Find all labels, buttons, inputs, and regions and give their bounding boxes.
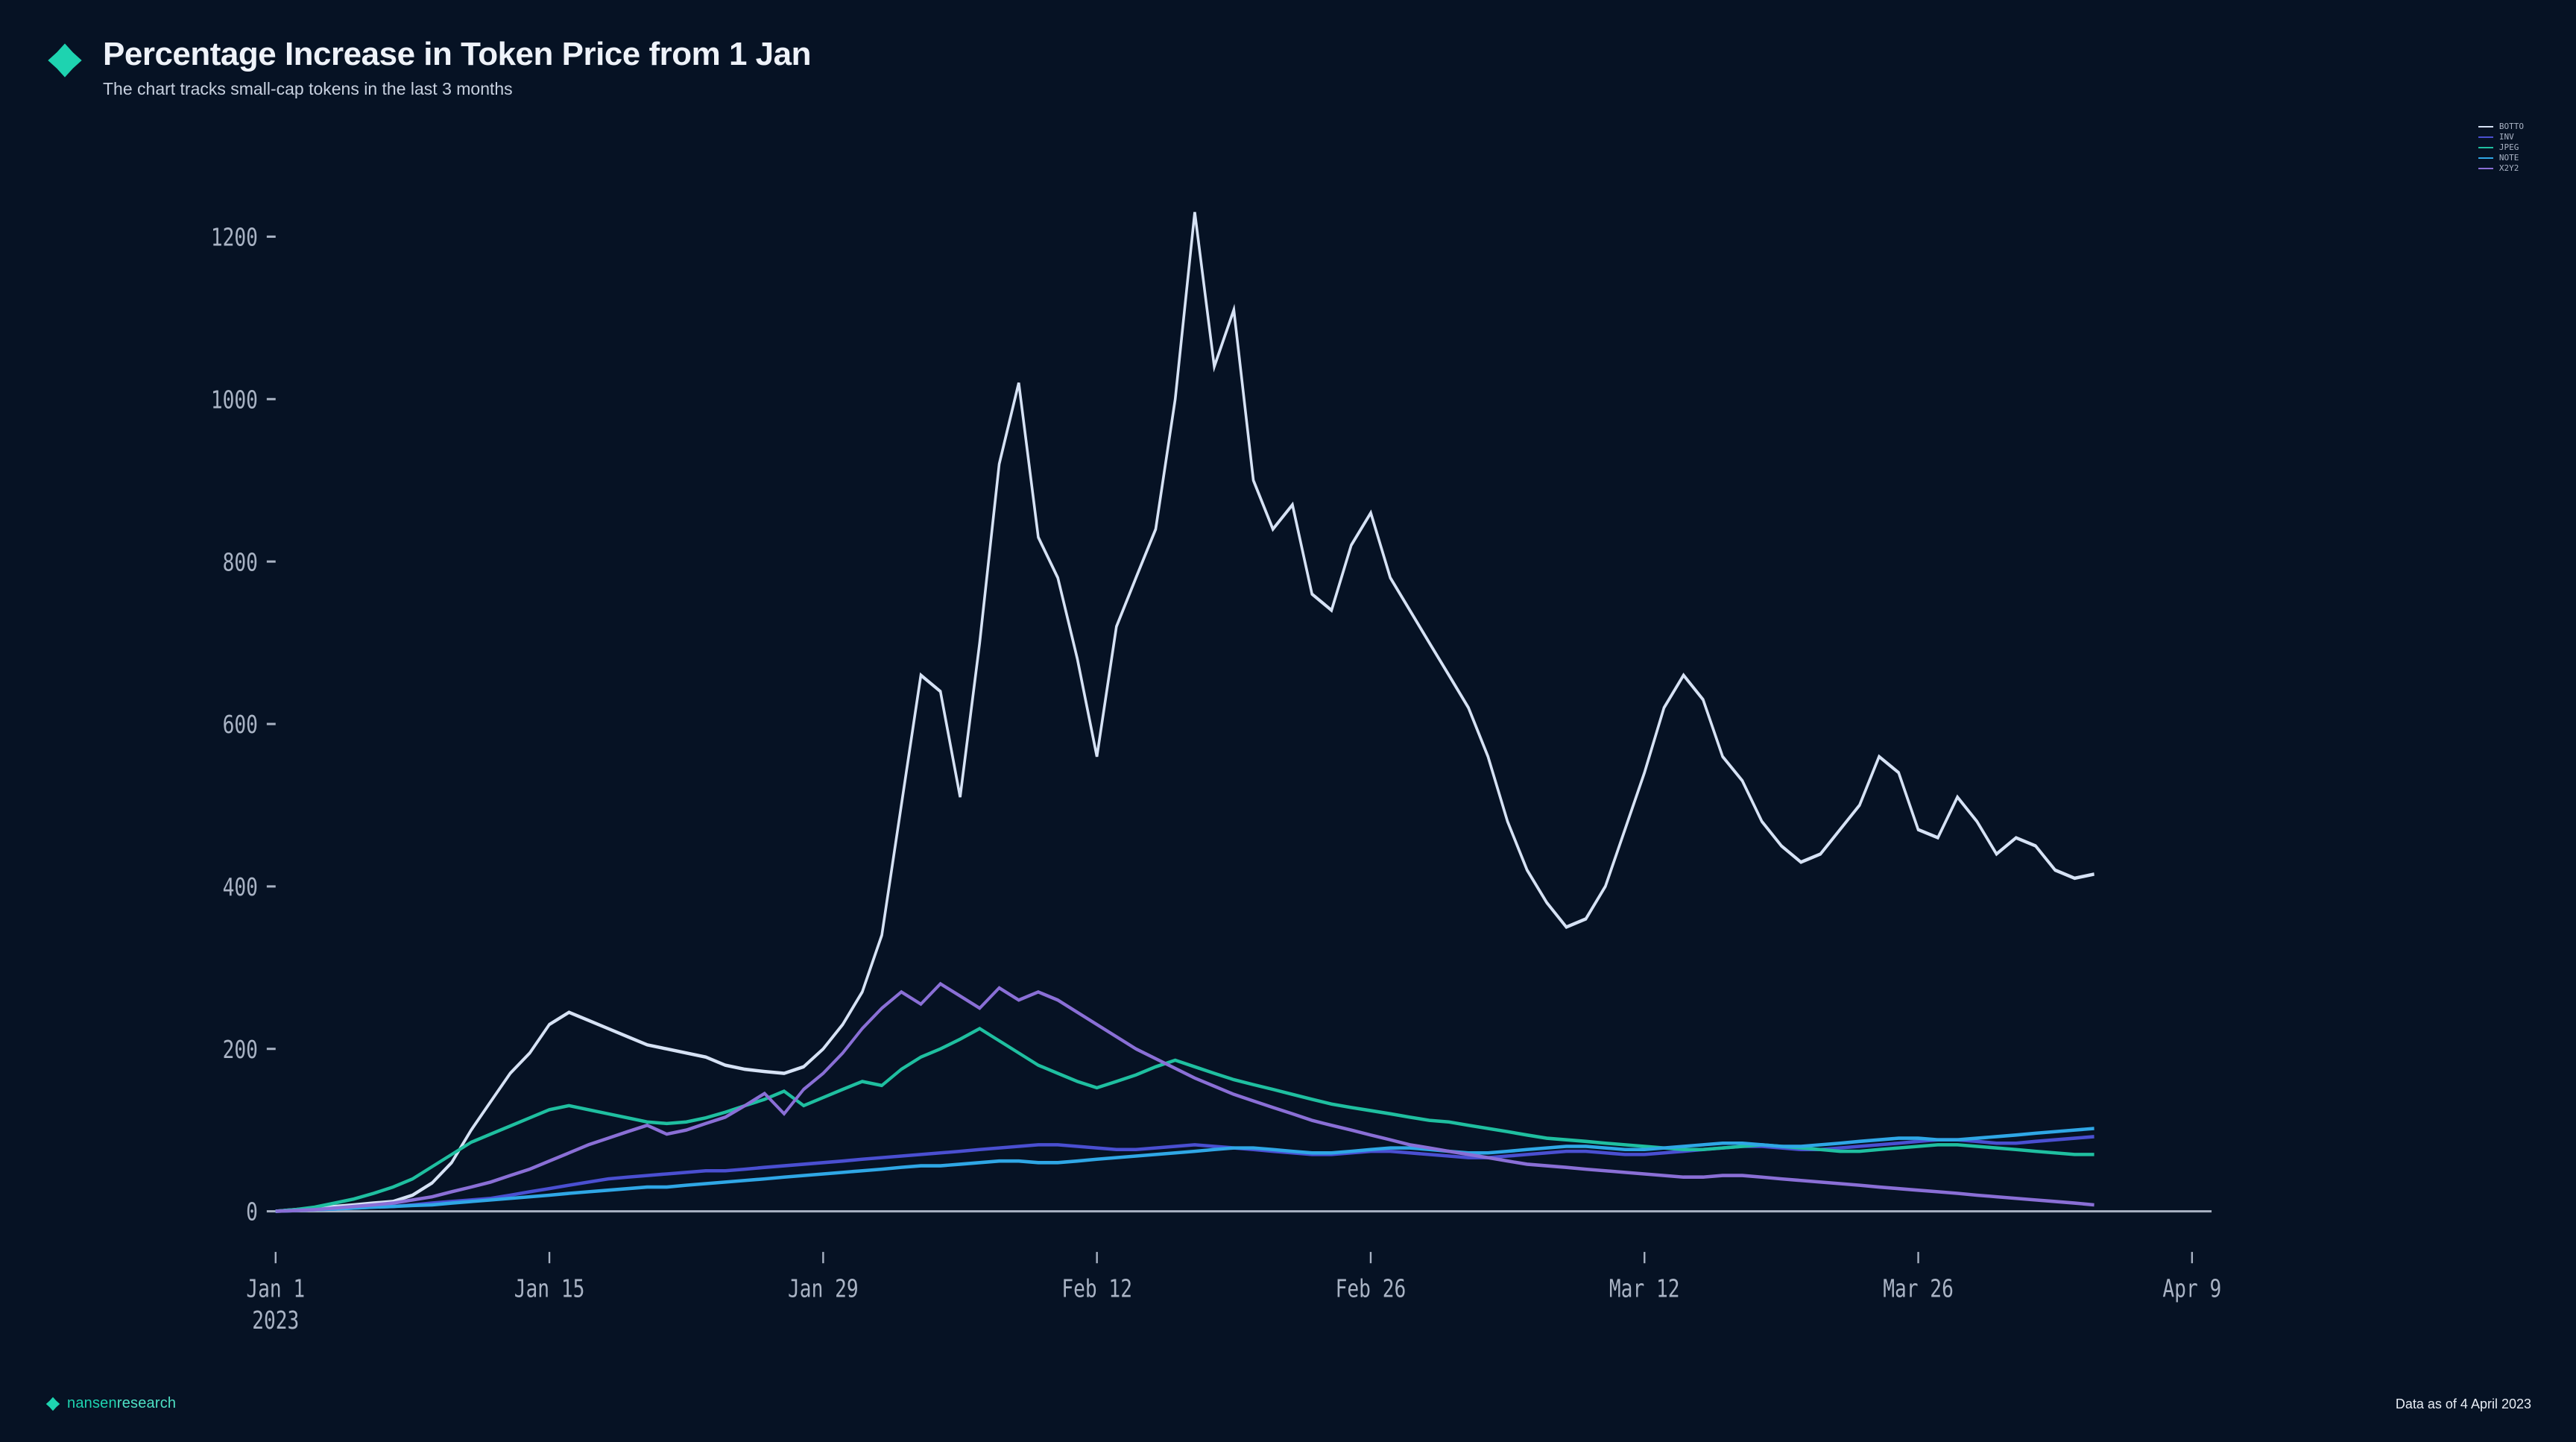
svg-text:800: 800 [223,548,258,577]
legend-label: JPEG [2499,142,2519,152]
chart-title: Percentage Increase in Token Price from … [103,36,2531,73]
footer: nansenresearch Data as of 4 April 2023 [45,1395,2531,1412]
legend-swatch [2478,126,2493,127]
svg-text:1000: 1000 [211,385,258,415]
svg-text:Feb 12: Feb 12 [1061,1275,1132,1304]
svg-text:2023: 2023 [252,1306,299,1335]
header: Percentage Increase in Token Price from … [45,36,2531,99]
page-root: Percentage Increase in Token Price from … [0,0,2576,1442]
svg-text:0: 0 [246,1198,258,1227]
brand-diamond-icon [45,40,85,81]
brand-name-bold: nansen [67,1395,117,1411]
brand: nansenresearch [45,1395,176,1412]
legend-swatch [2478,168,2493,169]
svg-text:Jan 1: Jan 1 [246,1275,305,1304]
svg-text:Feb 26: Feb 26 [1336,1275,1407,1304]
svg-text:1200: 1200 [211,224,258,253]
legend-item: X2Y2 [2478,163,2524,173]
svg-text:Jan 15: Jan 15 [514,1275,585,1304]
legend-swatch [2478,157,2493,159]
svg-text:200: 200 [223,1036,258,1065]
legend-label: BOTTO [2499,122,2524,131]
brand-diamond-icon [45,1396,61,1412]
legend: BOTTOINVJPEGNOTEX2Y2 [2478,122,2524,174]
legend-swatch [2478,147,2493,148]
legend-item: BOTTO [2478,122,2524,131]
title-block: Percentage Increase in Token Price from … [103,36,2531,99]
svg-text:Apr 9: Apr 9 [2162,1275,2221,1304]
legend-swatch [2478,136,2493,138]
legend-item: INV [2478,132,2524,142]
svg-text:Mar 26: Mar 26 [1883,1275,1954,1304]
legend-item: NOTE [2478,153,2524,163]
legend-item: JPEG [2478,142,2524,152]
chart-subtitle: The chart tracks small-cap tokens in the… [103,79,2531,99]
svg-text:600: 600 [223,711,258,740]
brand-name: nansenresearch [67,1395,176,1412]
brand-name-light: research [117,1395,176,1411]
legend-label: X2Y2 [2499,163,2519,173]
line-chart: 0 200 400 600 800 1000 1200 Jan 12023 Jan 15 Jan … [45,122,2531,1388]
svg-text:Jan 29: Jan 29 [788,1275,859,1304]
legend-label: NOTE [2499,153,2519,163]
svg-text:400: 400 [223,873,258,902]
svg-text:Mar 12: Mar 12 [1609,1275,1680,1304]
chart-area: 0 200 400 600 800 1000 1200 Jan 12023 Jan 15 Jan … [45,122,2531,1388]
data-as-of: Data as of 4 April 2023 [2396,1397,2531,1412]
legend-label: INV [2499,132,2514,142]
